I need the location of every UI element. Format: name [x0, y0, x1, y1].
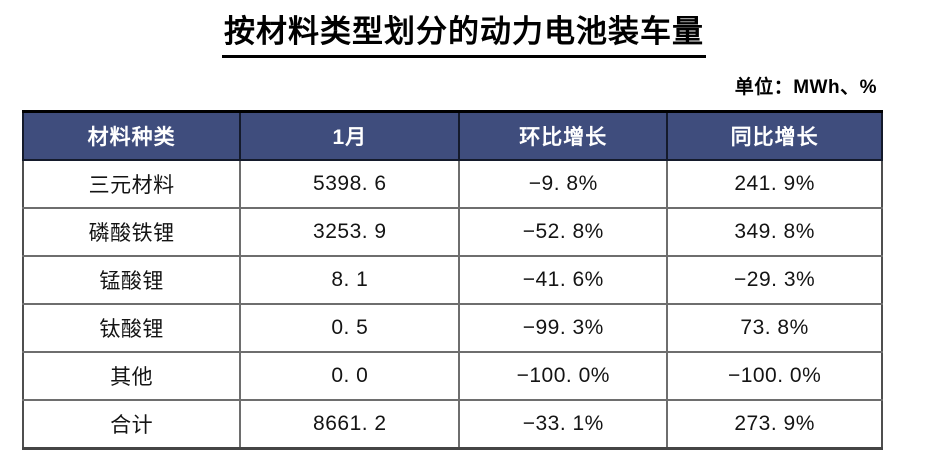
cell-material: 钛酸锂 [21, 303, 242, 353]
cell-yoy-growth: 73. 8% [666, 303, 883, 353]
cell-yoy-growth: 349. 8% [666, 207, 883, 257]
cell-mom-growth: −41. 6% [458, 255, 669, 305]
cell-january-value: 0. 5 [239, 303, 461, 353]
cell-january-value: 0. 0 [239, 351, 461, 401]
table-row-total: 合计 8661. 2 −33. 1% 273. 9% [21, 399, 883, 450]
page-title: 按材料类型划分的动力电池装车量 [222, 6, 706, 58]
table-row: 磷酸铁锂 3253. 9 −52. 8% 349. 8% [21, 207, 883, 257]
header-mom-growth: 环比增长 [458, 110, 669, 161]
cell-mom-growth: −100. 0% [458, 351, 669, 401]
cell-january-value: 8. 1 [239, 255, 461, 305]
cell-mom-growth: −52. 8% [458, 207, 669, 257]
header-row: 材料种类 1月 环比增长 同比增长 [21, 110, 883, 161]
cell-mom-growth: −9. 8% [458, 159, 669, 209]
cell-yoy-growth: −100. 0% [666, 351, 883, 401]
table-body: 三元材料 5398. 6 −9. 8% 241. 9% 磷酸铁锂 3253. 9… [21, 159, 883, 450]
header-yoy-growth: 同比增长 [666, 110, 883, 161]
cell-material: 合计 [21, 399, 242, 450]
cell-january-value: 5398. 6 [239, 159, 461, 209]
header-material-type: 材料种类 [21, 110, 242, 161]
cell-january-value: 3253. 9 [239, 207, 461, 257]
cell-january-value: 8661. 2 [239, 399, 461, 450]
header-january: 1月 [239, 110, 461, 161]
table-row: 钛酸锂 0. 5 −99. 3% 73. 8% [21, 303, 883, 353]
table-row: 三元材料 5398. 6 −9. 8% 241. 9% [21, 159, 883, 209]
table-header: 材料种类 1月 环比增长 同比增长 [21, 110, 883, 161]
unit-label: 单位：MWh、% [734, 77, 877, 98]
cell-mom-growth: −33. 1% [458, 399, 669, 450]
table-row: 锰酸锂 8. 1 −41. 6% −29. 3% [21, 255, 883, 305]
cell-material: 锰酸锂 [21, 255, 242, 305]
cell-yoy-growth: 273. 9% [666, 399, 883, 450]
cell-yoy-growth: 241. 9% [666, 159, 883, 209]
cell-material: 其他 [21, 351, 242, 401]
cell-yoy-growth: −29. 3% [666, 255, 883, 305]
cell-mom-growth: −99. 3% [458, 303, 669, 353]
battery-installation-table: 材料种类 1月 环比增长 同比增长 三元材料 5398. 6 −9. 8% 24… [21, 110, 883, 450]
cell-material: 磷酸铁锂 [21, 207, 242, 257]
title-wrap: 按材料类型划分的动力电池装车量 [0, 6, 928, 58]
cell-material: 三元材料 [21, 159, 242, 209]
table-row: 其他 0. 0 −100. 0% −100. 0% [21, 351, 883, 401]
